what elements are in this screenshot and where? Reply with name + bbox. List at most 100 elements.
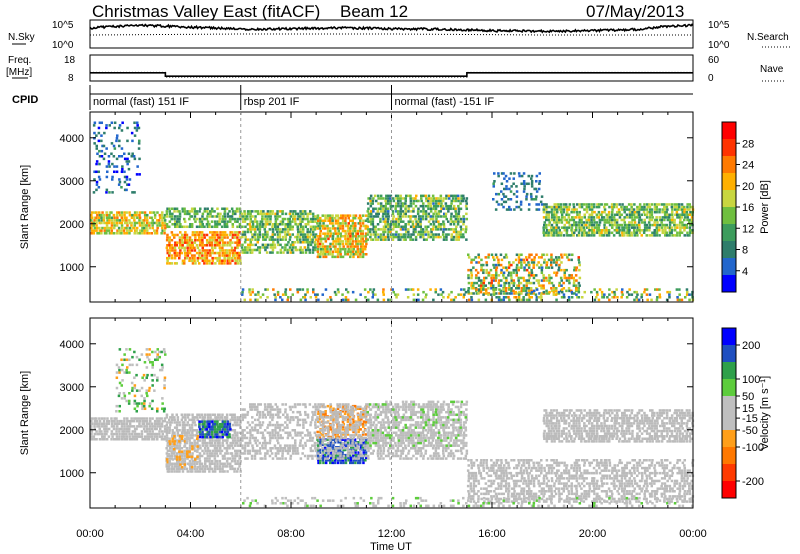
- scatter-cell: [284, 288, 288, 291]
- scatter-cell: [603, 203, 607, 206]
- scatter-cell: [414, 238, 418, 241]
- scatter-cell: [550, 223, 554, 227]
- scatter-cell: [319, 441, 323, 444]
- scatter-cell: [603, 226, 607, 229]
- scatter-cell: [606, 296, 609, 299]
- scatter-cell: [256, 408, 259, 411]
- scatter-cell: [515, 185, 518, 188]
- scatter-cell: [201, 465, 205, 468]
- scatter-cell: [558, 208, 561, 211]
- scatter-cell: [540, 271, 544, 275]
- scatter-cell: [225, 233, 229, 237]
- scatter-cell: [153, 427, 157, 431]
- scatter-cell: [395, 296, 398, 299]
- scatter-cell: [107, 216, 111, 220]
- scatter-cell: [178, 452, 182, 455]
- scatter-cell: [224, 439, 227, 442]
- scatter-cell: [535, 174, 539, 178]
- scatter-cell: [171, 429, 174, 432]
- scatter-cell: [292, 215, 295, 218]
- scatter-cell: [225, 449, 229, 453]
- scatter-cell: [171, 435, 174, 438]
- scatter-cell: [190, 215, 194, 218]
- scatter-cell: [400, 235, 403, 239]
- scatter-cell: [126, 224, 129, 227]
- scatter-cell: [90, 216, 94, 220]
- scatter-cell: [209, 416, 212, 419]
- scatter-cell: [673, 223, 676, 227]
- scatter-cell: [517, 296, 521, 299]
- scatter-cell: [664, 234, 667, 237]
- scatter-cell: [284, 223, 287, 226]
- scatter-cell: [209, 444, 212, 447]
- scatter-cell: [210, 454, 214, 458]
- scatter-cell: [279, 220, 283, 223]
- scatter-cell: [548, 290, 551, 294]
- scatter-cell: [370, 223, 373, 226]
- scatter-cell: [525, 281, 529, 285]
- scatter-cell: [230, 452, 234, 455]
- scatter-cell: [231, 454, 234, 458]
- scatter-cell: [180, 465, 184, 469]
- scatter-cell: [583, 231, 586, 235]
- scatter-cell: [223, 457, 227, 460]
- scatter-cell: [551, 213, 554, 217]
- scatter-cell: [331, 461, 335, 465]
- scatter-cell: [206, 449, 210, 453]
- scatter-cell: [329, 235, 332, 238]
- scatter-cell: [136, 232, 139, 235]
- scatter-cell: [457, 238, 461, 241]
- scatter-cell: [209, 428, 212, 431]
- scatter-cell: [326, 247, 329, 251]
- scatter-cell: [98, 430, 101, 433]
- scatter-cell: [683, 218, 686, 222]
- scatter-cell: [362, 433, 365, 436]
- scatter-cell: [299, 251, 303, 254]
- scatter-cell: [537, 187, 541, 191]
- scatter-cell: [276, 215, 280, 218]
- scatter-cell: [241, 434, 244, 437]
- scatter-cell: [225, 447, 229, 450]
- scatter-cell: [234, 246, 237, 250]
- scatter-cell: [504, 281, 508, 285]
- scatter-cell: [236, 436, 239, 440]
- scatter-cell: [352, 453, 355, 457]
- scatter-cell: [341, 214, 345, 217]
- scatter-cell: [670, 203, 674, 206]
- scatter-cell: [173, 207, 177, 211]
- scatter-cell: [513, 296, 516, 299]
- scatter-cell: [223, 416, 227, 419]
- scatter-cell: [165, 223, 169, 226]
- scatter-cell: [148, 425, 152, 428]
- scatter-cell: [146, 219, 149, 222]
- scatter-cell: [540, 263, 543, 267]
- scatter-cell: [251, 223, 255, 226]
- scatter-cell: [201, 449, 204, 453]
- scatter-cell: [470, 292, 473, 295]
- scatter-cell: [545, 261, 549, 264]
- scatter-cell: [133, 432, 137, 436]
- scatter-cell: [271, 246, 275, 249]
- scatter-cell: [183, 467, 186, 471]
- scatter-cell: [560, 231, 563, 235]
- scatter-cell: [337, 229, 341, 233]
- scatter-cell: [218, 236, 221, 239]
- scatter-cell: [661, 210, 664, 214]
- scatter-cell: [231, 256, 234, 260]
- scatter-cell: [487, 256, 490, 259]
- scatter-cell: [106, 419, 109, 423]
- scatter-cell: [188, 236, 192, 239]
- scatter-cell: [557, 231, 561, 235]
- scatter-cell: [502, 287, 505, 290]
- scatter-cell: [228, 256, 231, 260]
- scatter-cell: [163, 435, 167, 438]
- scatter-cell: [370, 202, 373, 205]
- scatter-cell: [679, 218, 682, 222]
- scatter-cell: [492, 293, 496, 296]
- scatter-cell: [512, 192, 516, 196]
- scatter-cell: [193, 449, 197, 453]
- scatter-cell: [666, 226, 670, 229]
- scatter-cell: [216, 416, 220, 419]
- scatter-cell: [125, 427, 129, 431]
- scatter-cell: [475, 274, 478, 277]
